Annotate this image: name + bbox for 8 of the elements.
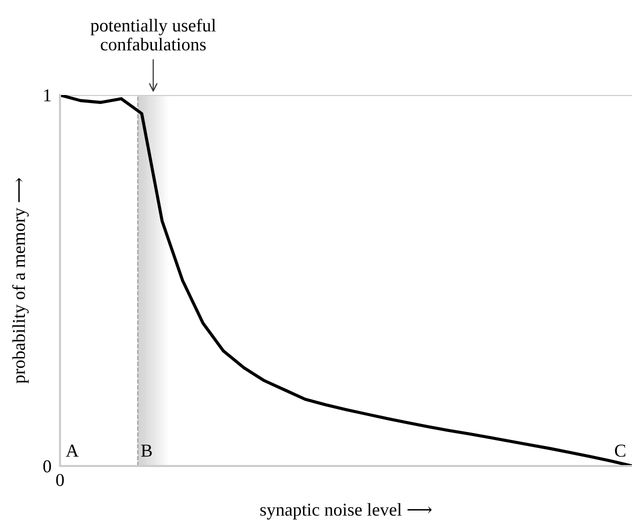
text: potentially useful confabulations: [90, 18, 216, 51]
annotation: B: [141, 444, 152, 457]
y-tick-label: 1: [44, 89, 51, 102]
text: 0: [56, 474, 64, 486]
x-axis-title: synaptic noise level ⟶: [260, 503, 432, 520]
annotation: A: [66, 444, 79, 457]
annotation: C: [614, 444, 626, 457]
y-axis-title: probability of a memory ⟶: [12, 178, 29, 384]
